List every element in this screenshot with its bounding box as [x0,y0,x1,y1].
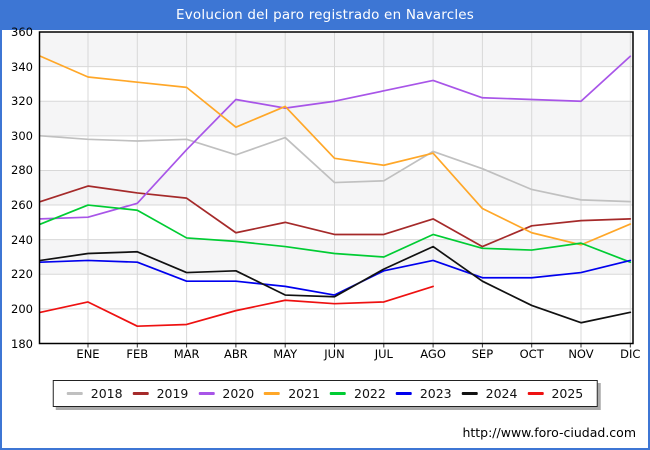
x-tick-label: MAY [273,347,298,361]
grid-band [39,32,633,67]
series-line-2025 [39,285,434,328]
legend-item-2018: 2018 [66,386,123,401]
grid-band [39,308,633,344]
x-tick-label: JUN [324,347,345,361]
x-tick-label: NOV [568,347,594,361]
legend-color-line [132,392,149,395]
legend-item-2020: 2020 [198,386,254,401]
legend-color-line [395,392,412,395]
legend-year-label: 2019 [156,386,189,401]
series-line-2019 [39,185,632,248]
legend-year-label: 2022 [354,386,386,401]
x-tick-label: MAR [173,347,200,361]
y-tick-label: 200 [11,301,33,316]
legend-year-label: 2024 [485,386,518,401]
chart-title-bar: Evolucion del paro registrado en Navarcl… [2,2,648,30]
legend-color-line [330,392,346,395]
series-line-2023 [39,259,632,296]
x-tick-label: OCT [519,347,544,361]
grid-band [39,239,633,275]
grid-band [39,170,633,206]
x-tick-label: SEP [471,347,494,361]
legend-item-2024: 2024 [461,386,518,401]
y-tick-label: 340 [11,59,33,74]
x-tick-label: JUL [374,347,393,361]
grid-band [39,101,633,136]
legend: 2018 2019 2020 2021 2022 2023 2024 2025 [52,380,598,407]
x-tick-label: FEB [126,347,149,361]
x-tick-label: AGO [420,347,446,361]
legend-year-label: 2025 [551,386,584,401]
y-tick-label: 180 [11,336,33,351]
y-tick-label: 240 [11,232,33,247]
y-tick-label: 360 [11,25,33,39]
legend-item-2019: 2019 [132,386,189,401]
y-tick-label: 220 [11,267,33,282]
y-tick-label: 280 [11,163,33,178]
series-line-2022 [39,204,632,264]
legend-year-label: 2020 [222,386,255,401]
legend-item-2025: 2025 [527,386,583,401]
legend-item-2021: 2021 [264,386,320,401]
series-line-2024 [39,245,632,324]
legend-color-line [264,392,281,395]
series-line-2021 [39,55,632,246]
legend-item-2023: 2023 [395,386,452,401]
y-tick-label: 260 [11,198,33,213]
y-tick-label: 300 [11,128,33,143]
legend-color-line [527,392,544,395]
x-tick-label: DIC [620,347,641,361]
legend-color-line [66,392,83,395]
legend-color-line [198,392,215,395]
series-line-2020 [39,55,632,220]
x-tick-label: ABR [224,347,248,361]
legend-year-label: 2021 [288,386,320,401]
chart-title: Evolucion del paro registrado en Navarcl… [175,7,475,23]
x-tick-label: ENE [76,347,100,361]
series-line-2018 [39,134,632,203]
plot-border [38,31,634,345]
legend-item-2022: 2022 [330,386,386,401]
legend-color-line [461,392,478,395]
y-tick-label: 320 [11,94,33,109]
legend-year-label: 2023 [419,386,452,401]
watermark-url: http://www.foro-ciudad.com [462,425,636,440]
grid-band [39,66,633,102]
legend-year-label: 2018 [90,386,123,401]
